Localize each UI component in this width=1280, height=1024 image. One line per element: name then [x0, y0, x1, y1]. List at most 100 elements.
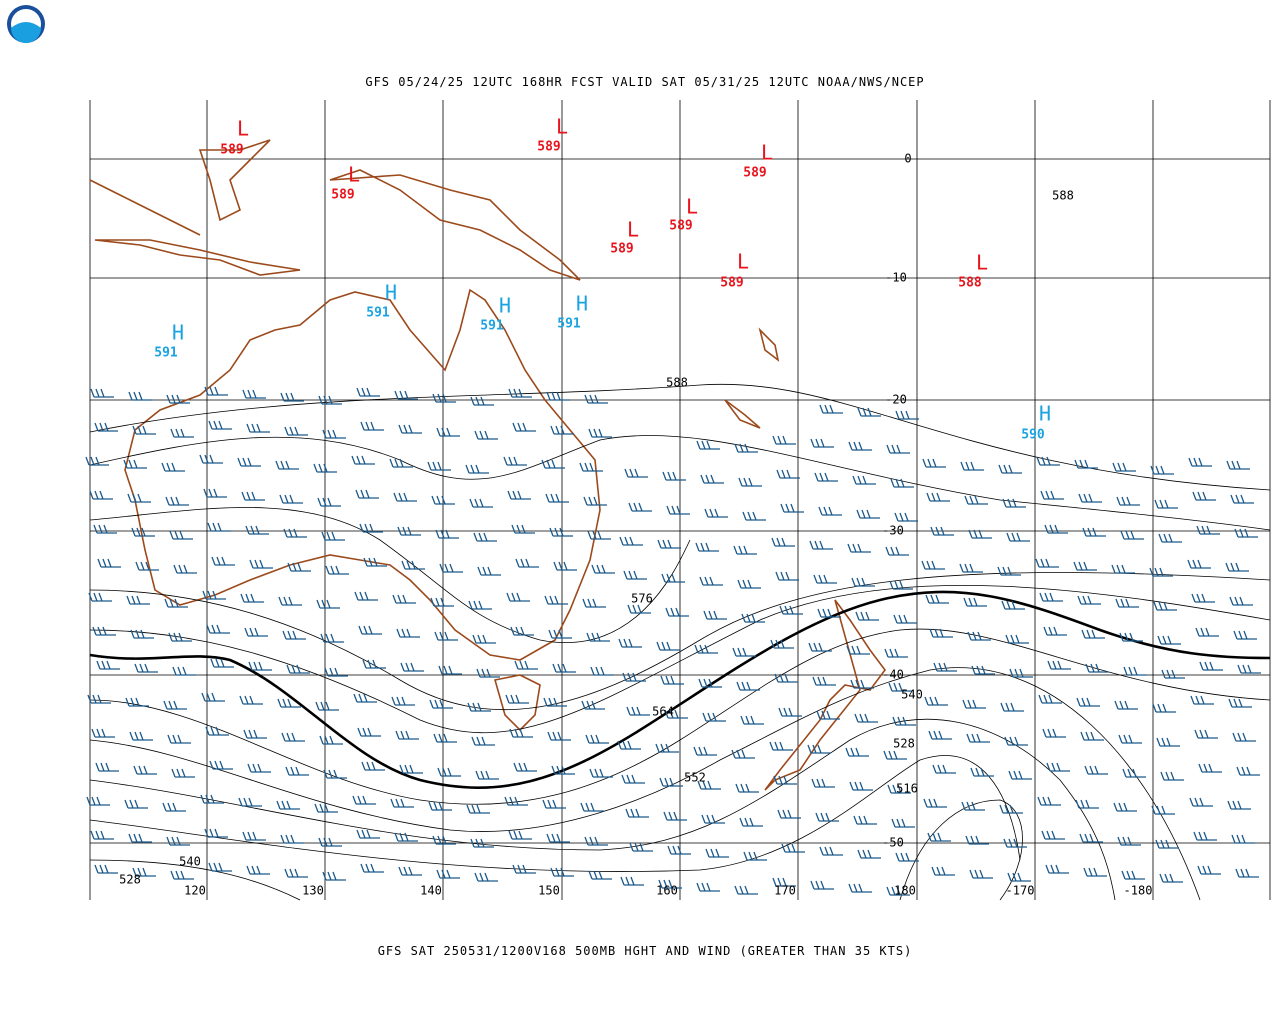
wind-barb: [1001, 600, 1025, 610]
wind-barb: [622, 672, 646, 682]
wind-barb: [582, 598, 606, 608]
contour-label: 528: [119, 873, 141, 887]
wind-barb: [818, 506, 842, 516]
wind-barb: [278, 596, 302, 606]
wind-barb: [1009, 668, 1033, 678]
wind-barb: [1118, 734, 1142, 744]
wind-barb: [931, 866, 955, 876]
wind-barb: [1037, 796, 1061, 806]
wind-barb: [928, 730, 952, 740]
wind-barb: [508, 830, 532, 840]
contour-label: 540: [179, 855, 201, 869]
wind-barb: [391, 696, 415, 706]
lon-label: 170: [774, 884, 796, 898]
wind-barb: [731, 749, 755, 759]
wind-barb: [472, 634, 496, 644]
wind-barb: [738, 477, 762, 487]
wind-barb: [664, 709, 688, 719]
wind-barb: [1191, 593, 1215, 603]
wind-barb: [1123, 666, 1147, 676]
wind-barb: [663, 811, 687, 821]
wind-barb: [581, 700, 605, 710]
wind-barb: [509, 728, 533, 738]
wind-barb: [394, 390, 418, 400]
wind-barb: [95, 762, 119, 772]
wind-barb: [967, 631, 991, 641]
wind-barb: [162, 802, 186, 812]
wind-barb: [970, 767, 994, 777]
wind-barb: [734, 443, 758, 453]
wind-barb: [965, 835, 989, 845]
wind-barb: [1234, 528, 1258, 538]
noaa-logo: [7, 5, 45, 43]
wind-barb: [316, 599, 340, 609]
wind-barb: [619, 536, 643, 546]
wind-barb: [693, 746, 717, 756]
wind-barb: [923, 798, 947, 808]
wind-barb: [962, 699, 986, 709]
wind-barb: [700, 474, 724, 484]
wind-barb: [209, 760, 233, 770]
wind-barb: [550, 425, 574, 435]
wind-barb: [584, 394, 608, 404]
wind-barb: [1188, 457, 1212, 467]
wind-barb: [512, 422, 536, 432]
wind-barb: [275, 460, 299, 470]
wind-barb: [819, 404, 843, 414]
wind-barb: [617, 740, 641, 750]
wind-barb: [163, 700, 187, 710]
wind-barb: [584, 836, 608, 846]
wind-barb: [777, 809, 801, 819]
wind-barb: [134, 663, 158, 673]
wind-barb: [318, 395, 342, 405]
wind-barb: [92, 626, 116, 636]
wind-barb: [966, 733, 990, 743]
wind-barb: [439, 563, 463, 573]
wind-barb: [172, 666, 196, 676]
wind-barb: [579, 462, 603, 472]
wind-barb: [240, 593, 264, 603]
wind-barb: [355, 489, 379, 499]
center-value: 589: [669, 219, 692, 234]
wind-barb: [166, 836, 190, 846]
wind-barb: [131, 527, 155, 537]
wind-barb: [779, 605, 803, 615]
wind-barb: [1040, 490, 1064, 500]
wind-barb: [666, 505, 690, 515]
wind-barb: [734, 885, 758, 895]
lon-label: 180: [894, 884, 916, 898]
wind-barb: [665, 607, 689, 617]
wind-barb: [1122, 768, 1146, 778]
wind-barb: [1159, 873, 1183, 883]
wind-barb: [438, 665, 462, 675]
wind-barb: [514, 660, 538, 670]
wind-barb: [960, 461, 984, 471]
wind-barb: [436, 427, 460, 437]
wind-barb: [97, 558, 121, 568]
wind-barb: [437, 767, 461, 777]
contour-label: 588: [666, 376, 688, 390]
wind-barb: [429, 699, 453, 709]
wind-barb: [238, 797, 262, 807]
lon-label: 120: [184, 884, 206, 898]
wind-barb: [848, 883, 872, 893]
wind-barb: [886, 444, 910, 454]
wind-barb: [1081, 629, 1105, 639]
wind-barb: [210, 658, 234, 668]
center-value: 591: [366, 306, 390, 321]
center-symbol: H: [1039, 402, 1051, 426]
wind-barb: [662, 471, 686, 481]
center-value: 589: [331, 188, 354, 203]
wind-barb: [1004, 736, 1028, 746]
wind-barb: [1073, 561, 1097, 571]
wind-barb: [1190, 695, 1214, 705]
center-value: 588: [958, 276, 982, 291]
wind-barb: [667, 845, 691, 855]
wind-barb: [128, 391, 152, 401]
wind-barb: [895, 852, 919, 862]
wind-barb: [360, 421, 384, 431]
wind-barb: [894, 512, 918, 522]
wind-barb: [199, 454, 223, 464]
center-symbol: L: [686, 195, 698, 219]
wind-barb: [279, 494, 303, 504]
